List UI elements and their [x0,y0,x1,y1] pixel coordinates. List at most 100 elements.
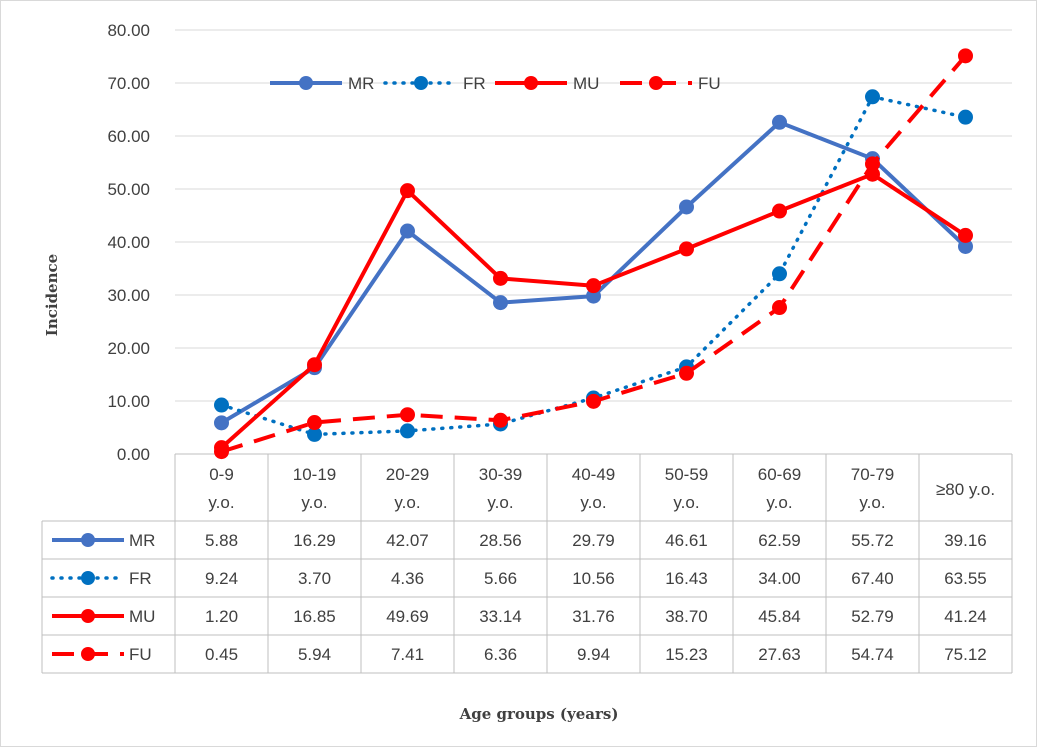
table-cell-fr: 3.70 [298,569,331,588]
table-cell-mr: 46.61 [665,531,708,550]
table-cell-mr: 39.16 [944,531,987,550]
table-series-name-mu: MU [129,607,155,626]
table-cell-mr: 28.56 [479,531,522,550]
gridlines [175,29,1012,455]
table-cell-fu: 6.36 [484,645,517,664]
data-point-fr [865,89,880,105]
table-key-fu-marker [81,647,95,661]
category-label: y.o. [859,493,885,512]
table-cell-fr: 34.00 [758,569,801,588]
table-cell-fr: 10.56 [572,569,615,588]
data-point-fu [214,444,229,460]
table-key-mu-marker [81,609,95,623]
table-cell-mu: 31.76 [572,607,615,626]
legend: MR FR MU FU [270,74,721,93]
table-cell-fu: 7.41 [391,645,424,664]
table-cell-fu: 15.23 [665,645,708,664]
data-point-fr [400,423,415,439]
y-axis-title: Incidence [43,254,61,336]
category-label: 40-49 [572,465,615,484]
data-point-mu [400,183,415,199]
table-cell-mr: 55.72 [851,531,894,550]
table-cell-mu: 41.24 [944,607,987,626]
table-cell-mu: 49.69 [386,607,429,626]
data-point-mu [493,270,508,286]
table-cell-fr: 4.36 [391,569,424,588]
data-point-fu [493,412,508,428]
table-cell-mu: 52.79 [851,607,894,626]
table-cell-fu: 5.94 [298,645,331,664]
y-tick-label: 0.00 [117,445,150,464]
category-label: y.o. [580,493,606,512]
data-point-mr [214,415,229,431]
table-cell-fr: 63.55 [944,569,987,588]
category-label: 20-29 [386,465,429,484]
table-cell-fr: 16.43 [665,569,708,588]
x-axis-title: Age groups (years) [459,705,619,723]
data-point-mu [958,227,973,243]
category-label: y.o. [487,493,513,512]
data-point-mu [679,241,694,257]
data-point-fu [958,48,973,64]
data-point-fr [958,109,973,125]
category-label: y.o. [673,493,699,512]
table-cell-mu: 16.85 [293,607,336,626]
data-point-fu [772,300,787,316]
data-point-mu [586,278,601,294]
y-tick-label: 30.00 [107,286,150,305]
table-cell-fu: 54.74 [851,645,894,664]
data-point-fr [214,397,229,413]
y-tick-label: 10.00 [107,392,150,411]
data-table: 0-9 y.o. 10-19 y.o. 20-29 y.o. 30-39 y.o. 40-49 y… [41,454,1013,674]
table-cell-fr: 5.66 [484,569,517,588]
data-point-fu [865,156,880,172]
data-point-mr [493,295,508,311]
table-cell-mr: 5.88 [205,531,238,550]
data-point-fu [586,393,601,409]
y-tick-label: 50.00 [107,180,150,199]
legend-label-mr: MR [348,74,374,93]
y-axis-ticks: 0.00 10.00 20.00 30.00 40.00 50.00 60.00 70.00 8… [107,21,150,464]
category-label: 50-59 [665,465,708,484]
y-tick-label: 40.00 [107,233,150,252]
legend-label-fr: FR [463,74,486,93]
category-label: 0-9 [209,465,234,484]
table-cell-mr: 42.07 [386,531,429,550]
category-label: 60-69 [758,465,801,484]
legend-key-fu-marker [649,76,663,90]
data-point-mr [772,114,787,130]
table-cell-mr: 29.79 [572,531,615,550]
data-point-mr [679,199,694,215]
data-point-fr [772,266,787,282]
category-label: 70-79 [851,465,894,484]
category-label: y.o. [301,493,327,512]
data-point-mu [307,357,322,373]
table-cell-fr: 9.24 [205,569,238,588]
table-cell-mu: 38.70 [665,607,708,626]
table-cell-mr: 16.29 [293,531,336,550]
table-cell-fu: 27.63 [758,645,801,664]
data-point-mr [400,223,415,239]
category-label: y.o. [766,493,792,512]
data-point-fu [400,407,415,423]
table-cell-mu: 1.20 [205,607,238,626]
table-series-name-fr: FR [129,569,152,588]
table-cell-mr: 62.59 [758,531,801,550]
data-point-fu [307,415,322,431]
y-tick-label: 80.00 [107,21,150,40]
table-cell-fu: 75.12 [944,645,987,664]
table-cell-fu: 0.45 [205,645,238,664]
legend-key-mr-marker [299,76,313,90]
legend-label-mu: MU [573,74,599,93]
table-cell-mu: 45.84 [758,607,801,626]
table-cell-mu: 33.14 [479,607,522,626]
y-tick-label: 60.00 [107,127,150,146]
table-cell-fr: 67.40 [851,569,894,588]
category-label: 10-19 [293,465,336,484]
category-label: y.o. [394,493,420,512]
category-label: y.o. [208,493,234,512]
table-key-fr-marker [81,571,95,585]
